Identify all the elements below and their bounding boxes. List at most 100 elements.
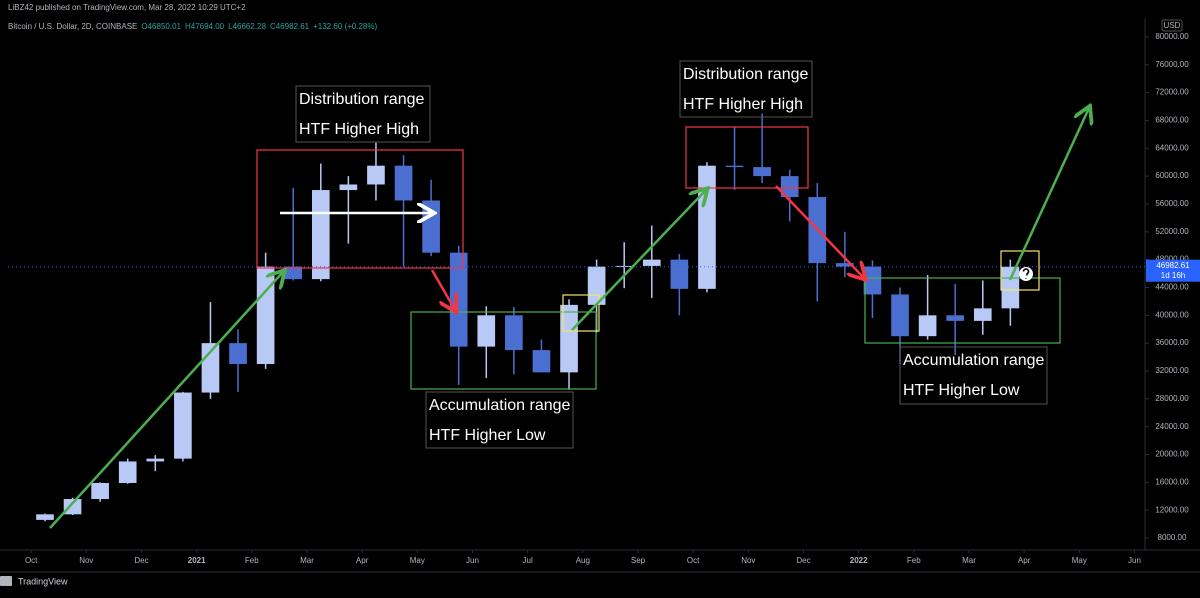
candle-body xyxy=(311,190,330,280)
candle-body xyxy=(780,176,799,198)
x-tick-label: Feb xyxy=(907,556,921,565)
candle-body xyxy=(891,294,909,337)
marks xyxy=(8,113,1145,522)
y-tick-label: 40000.00 xyxy=(1155,310,1189,319)
annotation-text: Accumulation range xyxy=(429,397,571,414)
annotation-text: Distribution range xyxy=(299,91,425,108)
y-tick-label: 76000.00 xyxy=(1155,60,1189,69)
annotation-text: HTF Higher Low xyxy=(429,427,546,444)
candle-body xyxy=(863,266,882,295)
x-tick-label: Nov xyxy=(79,556,93,565)
legend-ohlc: O46850.01 xyxy=(141,22,181,31)
candle-body xyxy=(532,350,551,373)
candle-body xyxy=(698,165,716,289)
currency: USD xyxy=(1164,21,1181,30)
candle-body xyxy=(63,499,82,515)
logo xyxy=(0,576,12,586)
question-mark xyxy=(1022,268,1030,279)
x-tick-label: Oct xyxy=(687,556,700,565)
x-tick-label: Sep xyxy=(631,556,646,565)
y-tick-label: 12000.00 xyxy=(1155,505,1189,514)
x-tick-label: Mar xyxy=(300,556,314,565)
x-tick-label: Jun xyxy=(466,556,479,565)
candle-body xyxy=(725,165,744,168)
y-tick-label: 52000.00 xyxy=(1155,227,1189,236)
candle-body xyxy=(946,315,965,321)
header: LiBZ42 published on TradingView.com, Mar… xyxy=(8,3,246,12)
countdown: 1d 16h xyxy=(1161,271,1185,280)
y-tick-label: 16000.00 xyxy=(1155,477,1189,486)
candle-body xyxy=(174,392,192,459)
annotation-text: HTF Higher High xyxy=(683,96,803,113)
x-tick-label: Apr xyxy=(1018,556,1031,565)
annotation-box xyxy=(425,391,574,449)
y-tick-label: 68000.00 xyxy=(1155,116,1189,125)
candle-body xyxy=(918,315,937,337)
y-tick-label: 28000.00 xyxy=(1155,394,1189,403)
candle-body xyxy=(1001,266,1020,309)
footer: TradingView xyxy=(18,576,68,586)
x-tick-label: Jun xyxy=(1128,556,1141,565)
y-tick-label: 64000.00 xyxy=(1155,143,1189,152)
x-tick-label: 2022 xyxy=(850,556,868,565)
candle-body xyxy=(973,308,992,321)
legend-ohlc: +132.60 (+0.28%) xyxy=(313,22,377,31)
candle-body xyxy=(753,167,771,177)
breakout-box xyxy=(1000,250,1040,291)
currency-box xyxy=(1161,19,1183,32)
legend: Bitcoin / U.S. Dollar, 2D, COINBASE O4685… xyxy=(8,22,377,31)
x-tick-label: Apr xyxy=(356,556,369,565)
candle-body xyxy=(229,343,247,365)
candle-body xyxy=(422,200,440,253)
x-tick-label: Mar xyxy=(962,556,976,565)
legend-ohlc: C46982.61 xyxy=(270,22,310,31)
accumulation-box xyxy=(410,311,597,390)
question-icon xyxy=(1019,267,1033,281)
y-tick-label: 48000.00 xyxy=(1155,255,1189,264)
x-tick-label: 2021 xyxy=(188,556,206,565)
last-price-label: 46982.61 xyxy=(1156,261,1190,270)
candle-body xyxy=(505,315,523,351)
candle-body xyxy=(670,259,689,289)
x-tick-label: May xyxy=(1072,556,1087,565)
annotation-box xyxy=(899,346,1048,405)
y-tick-label: 20000.00 xyxy=(1155,450,1189,459)
y-tick-label: 24000.00 xyxy=(1155,422,1189,431)
x-tick-label: Dec xyxy=(134,556,148,565)
x-tick-label: Dec xyxy=(796,556,810,565)
x-tick-label: Oct xyxy=(25,556,38,565)
annotations: Distribution range HTF Higher High Distrib… xyxy=(295,60,1048,449)
annotation-box xyxy=(679,60,813,118)
distribution-box xyxy=(256,149,464,269)
y-tick-label: 32000.00 xyxy=(1155,366,1189,375)
candle-body xyxy=(367,165,385,185)
candle-body xyxy=(146,458,165,462)
candle-body xyxy=(256,266,275,365)
x-tick-label: May xyxy=(410,556,425,565)
breakout-box xyxy=(562,294,600,332)
y-tick-label: 36000.00 xyxy=(1155,338,1189,347)
candle-body xyxy=(284,266,303,280)
accumulation-box xyxy=(864,277,1061,344)
y-tick-label: 60000.00 xyxy=(1155,171,1189,180)
trend-arrow xyxy=(571,190,706,331)
candle-body xyxy=(36,514,54,520)
y-tick-label: 8000.00 xyxy=(1158,533,1187,542)
annotation-text: HTF Higher High xyxy=(299,121,419,138)
candle-body xyxy=(836,263,854,267)
distribution-box xyxy=(685,126,809,189)
candle-body xyxy=(449,252,468,347)
legend-ohlc: H47694.00 xyxy=(185,22,225,31)
trend-arrow xyxy=(49,272,283,529)
drop-arrow xyxy=(430,269,455,310)
candle-body xyxy=(339,184,358,191)
candle-body xyxy=(642,259,661,266)
annotation-text: Distribution range xyxy=(683,66,809,83)
y-tick-label: 80000.00 xyxy=(1155,32,1189,41)
x-tick-label: Feb xyxy=(245,556,259,565)
drop-arrow xyxy=(775,185,864,278)
drawings xyxy=(49,108,1089,529)
annotation-text: Accumulation range xyxy=(903,352,1045,369)
